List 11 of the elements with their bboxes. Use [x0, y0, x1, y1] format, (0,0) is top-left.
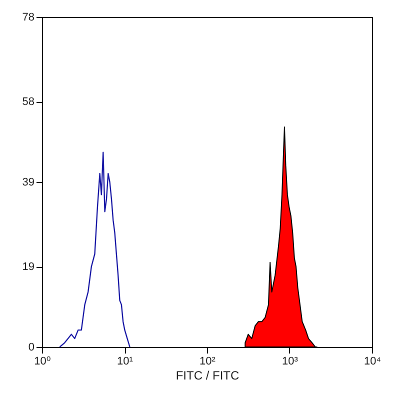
x-tick-label: 10¹	[117, 356, 134, 368]
x-tick-label: 10⁰	[34, 356, 52, 368]
y-tick-label: 58	[22, 96, 34, 108]
x-tick-label: 10³	[282, 356, 298, 368]
y-tick-label: 19	[22, 261, 34, 274]
y-tick-label: 78	[22, 12, 34, 24]
x-tick-label: 10²	[200, 356, 216, 368]
x-tick-label: 10⁴	[364, 356, 382, 368]
x-axis-title: FITC / FITC	[176, 368, 240, 382]
y-tick-label: 39	[22, 176, 34, 188]
y-tick-label: 0	[28, 342, 34, 354]
